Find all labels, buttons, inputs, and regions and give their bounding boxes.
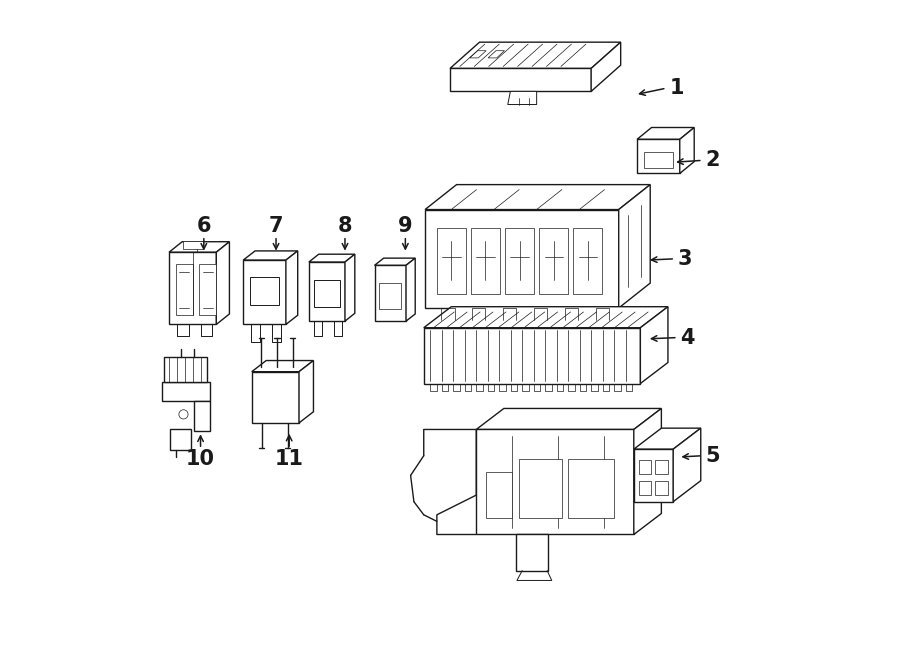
Polygon shape	[163, 381, 210, 401]
Polygon shape	[184, 241, 203, 249]
Polygon shape	[169, 242, 230, 252]
Polygon shape	[634, 408, 661, 534]
Polygon shape	[194, 401, 210, 431]
Polygon shape	[450, 68, 591, 91]
Text: 2: 2	[706, 150, 720, 170]
Text: 5: 5	[706, 446, 720, 466]
Polygon shape	[641, 307, 668, 383]
Polygon shape	[508, 91, 536, 105]
Polygon shape	[164, 357, 207, 381]
Polygon shape	[568, 459, 614, 518]
Polygon shape	[634, 449, 673, 502]
Polygon shape	[539, 228, 568, 293]
Polygon shape	[250, 277, 279, 305]
Polygon shape	[379, 283, 401, 309]
Polygon shape	[199, 264, 216, 314]
Text: 1: 1	[670, 78, 684, 98]
Polygon shape	[345, 254, 355, 321]
Polygon shape	[406, 258, 415, 321]
Polygon shape	[309, 262, 345, 321]
Polygon shape	[243, 260, 286, 324]
Polygon shape	[252, 371, 299, 423]
Polygon shape	[618, 185, 650, 308]
Polygon shape	[169, 252, 216, 324]
Text: 10: 10	[186, 449, 215, 469]
Text: 9: 9	[398, 216, 413, 236]
Polygon shape	[374, 265, 406, 321]
Polygon shape	[637, 128, 694, 139]
Polygon shape	[470, 51, 486, 58]
Polygon shape	[299, 361, 313, 423]
Text: 11: 11	[274, 449, 303, 469]
Text: 4: 4	[680, 328, 695, 348]
Polygon shape	[243, 251, 298, 260]
Polygon shape	[176, 264, 193, 314]
Polygon shape	[314, 281, 339, 307]
Polygon shape	[505, 228, 534, 293]
Polygon shape	[637, 139, 680, 173]
Text: 8: 8	[338, 216, 352, 236]
Polygon shape	[374, 258, 415, 265]
Text: 7: 7	[269, 216, 284, 236]
Polygon shape	[644, 152, 673, 168]
Polygon shape	[476, 430, 634, 534]
Polygon shape	[450, 42, 621, 68]
Polygon shape	[634, 428, 701, 449]
Polygon shape	[516, 534, 548, 571]
Polygon shape	[591, 42, 621, 91]
Polygon shape	[488, 51, 505, 58]
Polygon shape	[216, 242, 230, 324]
Polygon shape	[252, 361, 313, 371]
Polygon shape	[170, 430, 192, 450]
Polygon shape	[471, 228, 500, 293]
Text: 3: 3	[678, 249, 692, 269]
Polygon shape	[309, 254, 355, 262]
Polygon shape	[286, 251, 298, 324]
Text: 6: 6	[196, 216, 211, 236]
Polygon shape	[639, 481, 651, 495]
Polygon shape	[519, 459, 562, 518]
Polygon shape	[639, 459, 651, 474]
Polygon shape	[424, 328, 641, 383]
Polygon shape	[424, 307, 668, 328]
Polygon shape	[673, 428, 701, 502]
Polygon shape	[655, 481, 668, 495]
Polygon shape	[680, 128, 694, 173]
Polygon shape	[655, 459, 668, 474]
Polygon shape	[425, 185, 650, 210]
Polygon shape	[425, 210, 618, 308]
Polygon shape	[573, 228, 602, 293]
Polygon shape	[476, 408, 662, 430]
Polygon shape	[486, 472, 512, 518]
Polygon shape	[436, 228, 466, 293]
